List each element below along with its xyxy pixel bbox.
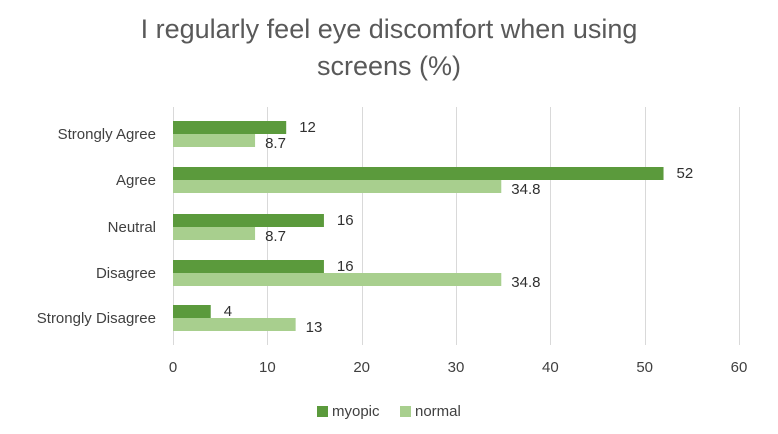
x-tick-label-0: 0 <box>169 359 177 376</box>
x-tick-label-30: 30 <box>448 359 465 376</box>
data-label-myopic: 16 <box>337 258 354 275</box>
x-tick-label-50: 50 <box>636 359 653 376</box>
data-label-myopic: 16 <box>337 212 354 229</box>
category-label: Neutral <box>108 219 156 236</box>
x-tick-label-60: 60 <box>731 359 748 376</box>
bar-myopic <box>173 214 324 227</box>
legend-label-myopic: myopic <box>332 403 380 420</box>
chart-title-line-1: I regularly feel eye discomfort when usi… <box>141 14 638 44</box>
data-label-normal: 8.7 <box>265 135 286 152</box>
bar-normal <box>173 318 296 331</box>
bar-myopic <box>173 305 211 318</box>
legend-label-normal: normal <box>415 403 461 420</box>
category-axis: Strongly Agree Agree Neutral Disagree Strong… <box>37 126 156 327</box>
category-label: Disagree <box>96 265 156 282</box>
data-label-normal: 34.8 <box>511 181 540 198</box>
data-label-myopic: 4 <box>224 303 232 320</box>
legend-swatch-normal <box>400 406 411 417</box>
bar-normal <box>173 227 256 240</box>
bar-myopic <box>173 260 324 273</box>
x-tick-label-20: 20 <box>353 359 370 376</box>
bar-myopic <box>173 121 287 134</box>
x-tick-label-40: 40 <box>542 359 559 376</box>
gridlines <box>173 107 740 345</box>
category-label: Strongly Agree <box>58 126 156 143</box>
data-label-myopic: 52 <box>677 165 694 182</box>
bar-normal <box>173 134 256 147</box>
chart-title-line-2: screens (%) <box>317 51 461 81</box>
bar-normal <box>173 180 502 193</box>
legend: myopic normal <box>317 403 461 420</box>
bar-normal <box>173 273 502 286</box>
data-labels: 12 52 16 16 4 8.7 34.8 8.7 34.8 13 <box>224 119 693 336</box>
x-tick-label-10: 10 <box>259 359 276 376</box>
bar-myopic <box>173 167 664 180</box>
category-label: Strongly Disagree <box>37 310 156 327</box>
data-label-normal: 8.7 <box>265 228 286 245</box>
value-axis: 0 10 20 30 40 50 60 <box>169 359 748 376</box>
data-label-normal: 34.8 <box>511 274 540 291</box>
legend-swatch-myopic <box>317 406 328 417</box>
category-label: Agree <box>116 172 156 189</box>
bars <box>173 121 664 331</box>
data-label-myopic: 12 <box>299 119 316 136</box>
data-label-normal: 13 <box>306 319 323 336</box>
chart-title: I regularly feel eye discomfort when usi… <box>141 14 638 81</box>
